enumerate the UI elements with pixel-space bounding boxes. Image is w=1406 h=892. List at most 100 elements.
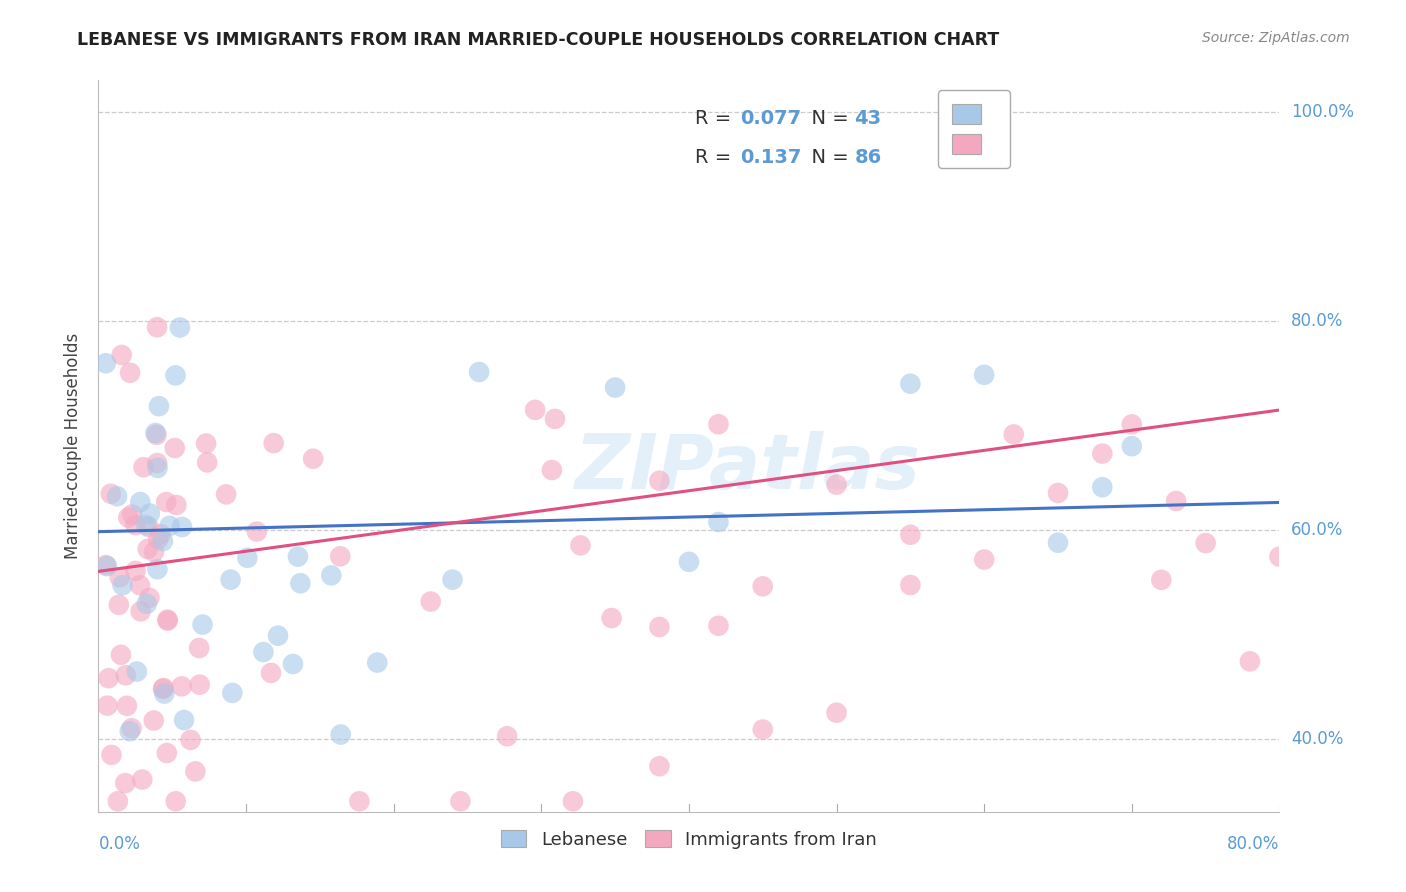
Point bbox=[118, 724, 141, 739]
Point bbox=[136, 541, 159, 556]
Point bbox=[236, 550, 259, 565]
Point bbox=[135, 518, 157, 533]
Point bbox=[267, 629, 290, 643]
Point bbox=[96, 698, 118, 713]
Point bbox=[1121, 417, 1143, 432]
Text: 0.077: 0.077 bbox=[740, 109, 801, 128]
Y-axis label: Married-couple Households: Married-couple Households bbox=[65, 333, 83, 559]
Point bbox=[121, 721, 143, 735]
Point bbox=[329, 549, 352, 564]
Point bbox=[94, 558, 117, 572]
Point bbox=[139, 507, 162, 521]
Point bbox=[252, 645, 274, 659]
Point bbox=[349, 794, 371, 808]
Point bbox=[1239, 654, 1261, 668]
Point bbox=[900, 528, 922, 542]
Text: 80.0%: 80.0% bbox=[1227, 835, 1279, 853]
Point bbox=[973, 552, 995, 566]
Point bbox=[114, 776, 136, 790]
Point bbox=[1002, 427, 1025, 442]
Point bbox=[329, 727, 352, 741]
Point bbox=[648, 474, 671, 488]
Point bbox=[524, 403, 547, 417]
Point bbox=[191, 617, 214, 632]
Point bbox=[111, 348, 134, 362]
Point bbox=[900, 376, 922, 391]
Point bbox=[195, 455, 218, 469]
Point bbox=[135, 597, 157, 611]
Text: N =: N = bbox=[799, 147, 855, 167]
Point bbox=[900, 578, 922, 592]
Point bbox=[96, 559, 118, 574]
Point bbox=[107, 598, 129, 612]
Point bbox=[169, 320, 191, 334]
Point bbox=[146, 562, 169, 576]
Point bbox=[165, 794, 187, 808]
Text: ZIPatlas: ZIPatlas bbox=[575, 431, 921, 505]
Point bbox=[263, 436, 285, 450]
Point bbox=[159, 519, 181, 533]
Point bbox=[707, 417, 730, 432]
Point bbox=[246, 524, 269, 539]
Point bbox=[170, 520, 193, 534]
Point bbox=[419, 594, 441, 608]
Point bbox=[124, 518, 146, 533]
Point bbox=[195, 436, 218, 450]
Point bbox=[129, 604, 152, 618]
Point bbox=[124, 564, 146, 578]
Point bbox=[152, 681, 174, 696]
Point bbox=[100, 487, 122, 501]
Point bbox=[287, 549, 309, 564]
Point bbox=[97, 671, 120, 685]
Point bbox=[138, 591, 160, 605]
Point bbox=[1046, 535, 1070, 549]
Point bbox=[825, 706, 848, 720]
Point bbox=[1150, 573, 1173, 587]
Point bbox=[1091, 480, 1114, 494]
Text: N =: N = bbox=[799, 109, 855, 128]
Point bbox=[449, 794, 471, 808]
Point bbox=[110, 648, 132, 662]
Point bbox=[1046, 486, 1070, 500]
Point bbox=[321, 568, 343, 582]
Text: R =: R = bbox=[695, 109, 737, 128]
Point bbox=[468, 365, 491, 379]
Point bbox=[100, 747, 122, 762]
Point bbox=[441, 573, 464, 587]
Point bbox=[165, 498, 187, 512]
Point bbox=[156, 614, 179, 628]
Point bbox=[221, 686, 243, 700]
Legend: Lebanese, Immigrants from Iran: Lebanese, Immigrants from Iran bbox=[492, 821, 886, 857]
Point bbox=[290, 576, 312, 591]
Text: 80.0%: 80.0% bbox=[1291, 311, 1344, 330]
Text: 0.137: 0.137 bbox=[740, 147, 801, 167]
Point bbox=[605, 380, 627, 394]
Point bbox=[121, 508, 143, 522]
Point bbox=[114, 668, 136, 682]
Point bbox=[541, 463, 564, 477]
Point bbox=[146, 320, 169, 334]
Point bbox=[752, 723, 775, 737]
Point bbox=[1121, 439, 1143, 453]
Point bbox=[156, 613, 179, 627]
Point bbox=[561, 794, 583, 808]
Point bbox=[170, 679, 193, 693]
Point bbox=[152, 681, 174, 695]
Point bbox=[825, 477, 848, 491]
Point bbox=[153, 687, 176, 701]
Point bbox=[143, 545, 166, 559]
Text: Source: ZipAtlas.com: Source: ZipAtlas.com bbox=[1202, 31, 1350, 45]
Point bbox=[115, 698, 138, 713]
Text: 100.0%: 100.0% bbox=[1291, 103, 1354, 120]
Point bbox=[148, 399, 170, 413]
Text: 40.0%: 40.0% bbox=[1291, 730, 1344, 747]
Point bbox=[131, 772, 153, 787]
Point bbox=[94, 356, 117, 370]
Point bbox=[146, 456, 169, 470]
Point bbox=[105, 489, 128, 503]
Text: 60.0%: 60.0% bbox=[1291, 521, 1344, 539]
Point bbox=[173, 713, 195, 727]
Point bbox=[1195, 536, 1218, 550]
Point bbox=[149, 527, 172, 541]
Text: LEBANESE VS IMMIGRANTS FROM IRAN MARRIED-COUPLE HOUSEHOLDS CORRELATION CHART: LEBANESE VS IMMIGRANTS FROM IRAN MARRIED… bbox=[77, 31, 1000, 49]
